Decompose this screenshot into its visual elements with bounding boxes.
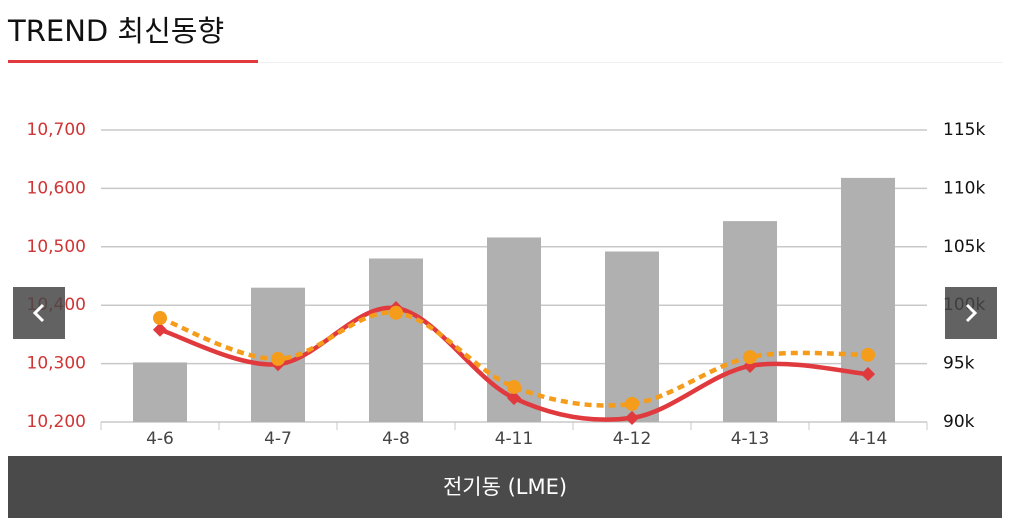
chart: 10,20010,30010,40010,50010,60010,70090k9… xyxy=(27,120,986,449)
x-tick-label: 4-6 xyxy=(146,429,174,449)
y-tick-label: 10,200 xyxy=(27,412,86,432)
x-tick-label: 4-7 xyxy=(264,429,292,449)
y-tick-label: 10,700 xyxy=(27,120,86,140)
point xyxy=(861,347,875,362)
y-tick-label: 10,300 xyxy=(27,354,86,374)
point xyxy=(507,379,521,394)
bar xyxy=(133,362,187,422)
next-icon xyxy=(965,303,978,323)
next-button[interactable] xyxy=(945,287,997,339)
point xyxy=(152,322,168,337)
title-underline xyxy=(8,60,258,63)
section-title: TREND 최신동향 xyxy=(8,14,225,48)
y2-tick-label: 115k xyxy=(943,120,985,140)
point xyxy=(625,396,639,411)
y2-tick-label: 95k xyxy=(943,354,975,374)
y-tick-label: 10,500 xyxy=(27,237,86,257)
x-tick-label: 4-12 xyxy=(613,429,652,449)
y-tick-label: 10,600 xyxy=(27,178,86,198)
point xyxy=(153,311,167,326)
prev-icon xyxy=(32,303,45,323)
x-tick-label: 4-11 xyxy=(495,429,534,449)
header-rule xyxy=(258,62,1002,63)
y2-tick-label: 110k xyxy=(943,178,985,198)
x-tick-label: 4-14 xyxy=(849,429,888,449)
point xyxy=(271,351,285,366)
point xyxy=(860,367,876,382)
point xyxy=(624,410,640,425)
y2-tick-label: 105k xyxy=(943,237,985,257)
point xyxy=(506,390,522,406)
x-tick-label: 4-13 xyxy=(731,429,770,449)
chart-caption: 전기동 (LME) xyxy=(8,456,1002,518)
prev-button[interactable] xyxy=(13,287,65,339)
point xyxy=(389,305,403,320)
y2-tick-label: 90k xyxy=(943,412,975,432)
point xyxy=(743,350,757,365)
x-tick-label: 4-8 xyxy=(382,429,410,449)
bar xyxy=(369,258,423,422)
bar xyxy=(723,221,777,422)
bar xyxy=(605,251,659,422)
bar xyxy=(841,177,895,422)
